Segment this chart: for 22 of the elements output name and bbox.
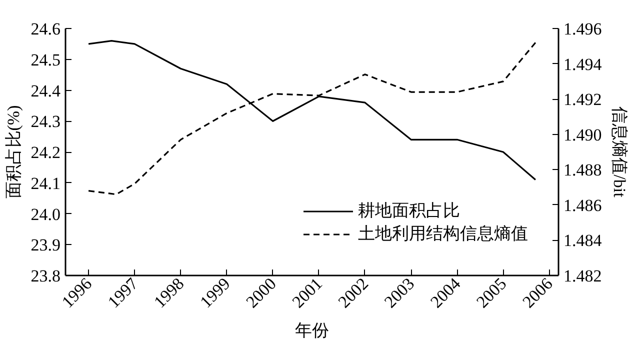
legend-label: 耕地面积占比 — [358, 200, 460, 222]
y2-axis-title: 信息熵值/bit — [610, 106, 629, 198]
y-tick-label: 23.8 — [30, 266, 60, 286]
y-tick-label: 24.6 — [30, 20, 60, 38]
legend-label: 土地利用结构信息熵值 — [358, 223, 528, 245]
y2-tick-label: 1.482 — [564, 266, 602, 286]
y-tick-label: 24.0 — [30, 204, 60, 224]
y-axis-title: 面积占比(%) — [4, 105, 23, 199]
y2-tick-label: 1.484 — [564, 231, 602, 250]
y-tick-label: 24.2 — [30, 143, 60, 162]
y-tick-label: 23.9 — [30, 236, 60, 255]
y2-tick-label: 1.496 — [564, 20, 602, 38]
x-axis-title: 年份 — [295, 321, 329, 340]
y-tick-label: 24.5 — [30, 50, 60, 70]
y-tick-label: 24.4 — [30, 81, 61, 100]
y-tick-label: 24.1 — [30, 174, 60, 193]
y2-tick-label: 1.490 — [564, 125, 602, 144]
y2-tick-label: 1.494 — [564, 54, 602, 74]
y2-tick-label: 1.488 — [564, 160, 602, 180]
y2-tick-label: 1.492 — [564, 90, 602, 110]
y-tick-label: 24.3 — [30, 112, 60, 132]
y2-tick-label: 1.486 — [564, 196, 602, 215]
